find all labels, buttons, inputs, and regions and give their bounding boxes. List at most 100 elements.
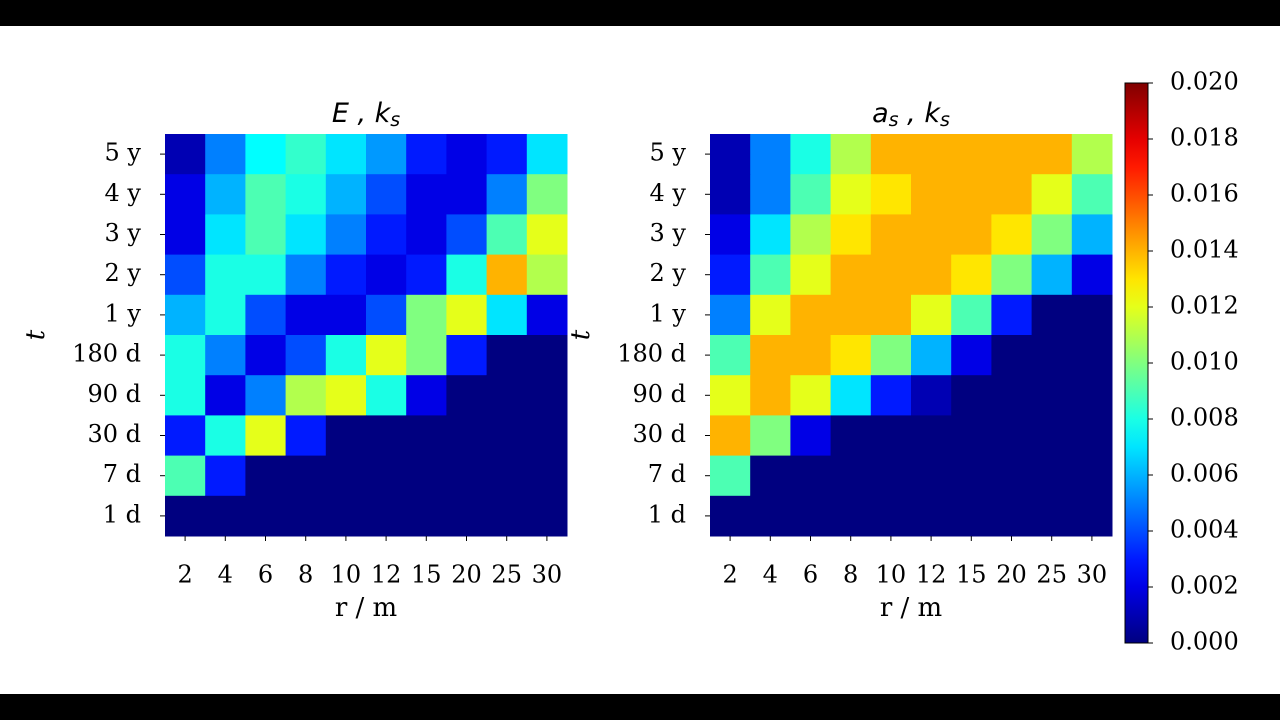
y-tick-label: 1 d — [103, 500, 141, 528]
heatmap-cell — [205, 335, 246, 376]
heatmap-cell — [790, 455, 832, 497]
heatmap-cell — [205, 214, 246, 256]
heatmap-cell — [325, 174, 367, 215]
heatmap-cell — [486, 294, 528, 336]
heatmap-cell — [446, 254, 488, 296]
heatmap-cell — [911, 214, 952, 256]
heatmap-cell — [1031, 455, 1073, 497]
heatmap-cell — [1071, 214, 1113, 256]
colorbar-tick-label: 0.020 — [1170, 68, 1239, 96]
x-tick-label: 4 — [763, 561, 778, 589]
x-tick-label: 20 — [451, 561, 482, 589]
heatmap-cell — [1031, 495, 1073, 537]
heatmap-cell — [951, 134, 992, 175]
title-subscript: s — [940, 109, 950, 131]
heatmap-cell — [325, 254, 367, 296]
y-axis-label: t — [21, 329, 51, 340]
colorbar-tick-label: 0.016 — [1170, 180, 1239, 208]
y-tick-label: 30 d — [87, 420, 141, 448]
heatmap-cell — [911, 254, 952, 296]
x-tick-label: 12 — [916, 561, 947, 589]
heatmap-cell — [446, 415, 488, 457]
heatmap-cell — [710, 254, 751, 296]
heatmap-cell — [245, 214, 287, 256]
heatmap-cell — [285, 495, 327, 537]
heatmap-cell — [205, 254, 246, 296]
heatmap-cell — [750, 415, 791, 457]
y-tick-label: 2 y — [105, 259, 142, 287]
heatmap-cell — [830, 134, 872, 175]
heatmap-cell — [991, 335, 1033, 376]
heatmap-cell — [165, 375, 206, 416]
heatmap-cell — [245, 294, 287, 336]
heatmap-cell — [870, 455, 912, 497]
y-tick-label: 7 d — [648, 460, 686, 488]
heatmap-cell — [790, 335, 832, 376]
heatmap-cell — [790, 415, 832, 457]
letterbox-bottom — [0, 694, 1280, 720]
heatmap-cell — [1071, 174, 1113, 215]
y-axis-label: t — [566, 329, 596, 340]
heatmap-cell — [245, 455, 287, 497]
heatmap-cell — [486, 254, 528, 296]
heatmap-cell — [991, 294, 1033, 336]
heatmap-cell — [446, 134, 488, 175]
heatmap-cell — [1071, 375, 1113, 416]
y-tick-label: 1 y — [650, 299, 687, 327]
heatmap-cell — [1031, 254, 1073, 296]
heatmap-cell — [285, 214, 327, 256]
heatmap-cell — [486, 335, 528, 376]
heatmap-cell — [325, 375, 367, 416]
heatmap-cell — [205, 495, 246, 537]
heatmap-cell — [951, 294, 992, 336]
heatmap-cell — [446, 214, 488, 256]
heatmap-cell — [486, 174, 528, 215]
heatmap-cell — [245, 335, 287, 376]
heatmap-cell — [486, 495, 528, 537]
heatmap-cell — [1031, 214, 1073, 256]
colorbar-tick-label: 0.006 — [1170, 460, 1239, 488]
heatmap-cell — [526, 335, 568, 376]
heatmap-cell — [830, 335, 872, 376]
heatmap-cell — [750, 495, 791, 537]
x-tick-label: 10 — [876, 561, 907, 589]
heatmap-cell — [325, 455, 367, 497]
x-axis-label: r / m — [335, 593, 397, 623]
heatmap-cell — [205, 174, 246, 215]
x-tick-label: 12 — [371, 561, 402, 589]
heatmap-cell — [911, 455, 952, 497]
heatmap-cell — [446, 495, 488, 537]
heatmap-cell — [870, 214, 912, 256]
heatmap-cell — [790, 495, 832, 537]
y-tick-label: 1 y — [105, 299, 142, 327]
heatmap-cell — [406, 415, 447, 457]
letterbox-top — [0, 0, 1280, 26]
heatmap-cell — [245, 495, 287, 537]
heatmap-cell — [165, 455, 206, 497]
heatmap-cell — [366, 254, 407, 296]
heatmap-cell — [991, 415, 1033, 457]
heatmap-cell — [165, 254, 206, 296]
x-tick-label: 25 — [491, 561, 522, 589]
x-tick-label: 4 — [218, 561, 233, 589]
heatmap-cell — [366, 335, 407, 376]
heatmap-cell — [165, 415, 206, 457]
heatmap-cell — [165, 134, 206, 175]
heatmap-cell — [830, 254, 872, 296]
colorbar-tick-label: 0.000 — [1170, 628, 1239, 656]
heatmap-cell — [991, 174, 1033, 215]
heatmap-cell — [406, 455, 447, 497]
heatmap-cell — [205, 294, 246, 336]
title-subscript: s — [390, 109, 400, 131]
y-tick-label: 90 d — [87, 380, 141, 408]
heatmap-cell — [790, 214, 832, 256]
heatmap-cell — [245, 134, 287, 175]
heatmap-cell — [526, 294, 568, 336]
x-tick-label: 8 — [843, 561, 858, 589]
heatmap-cell — [285, 375, 327, 416]
heatmap-cell — [991, 214, 1033, 256]
heatmap-cell — [446, 174, 488, 215]
heatmap-cell — [710, 214, 751, 256]
heatmap-cell — [870, 375, 912, 416]
heatmap-cell — [991, 134, 1033, 175]
